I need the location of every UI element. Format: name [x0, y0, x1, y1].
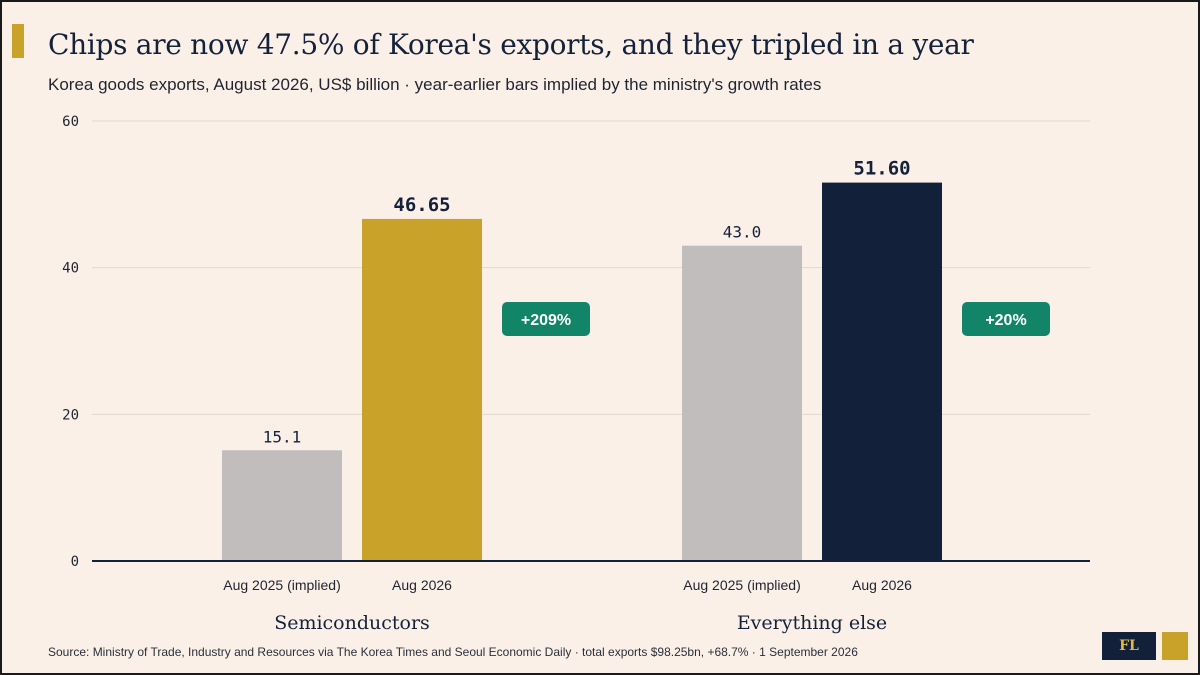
y-tick-label: 0 [71, 554, 79, 570]
source-note: Source: Ministry of Trade, Industry and … [48, 645, 858, 659]
logo-accent-square [1162, 632, 1188, 660]
chart-title: Chips are now 47.5% of Korea's exports, … [48, 28, 974, 61]
y-tick-label: 20 [62, 407, 79, 423]
chart-subtitle: Korea goods exports, August 2026, US$ bi… [48, 75, 822, 94]
growth-badge [502, 302, 590, 336]
y-tick-label: 40 [62, 261, 79, 277]
growth-badge-label: +209% [521, 312, 571, 329]
bar-chart: 0 20 40 60 15.1 Aug 2025 (implied) 46.65 Aug 20… [62, 114, 1090, 634]
bar [822, 182, 942, 561]
title-accent-bar [12, 24, 24, 58]
growth-badge [962, 302, 1050, 336]
bar-value-label: 43.0 [723, 223, 762, 242]
x-tick-label: Aug 2026 [392, 577, 452, 593]
growth-badge-label: +20% [985, 312, 1026, 329]
bar [682, 245, 802, 561]
x-tick-label: Aug 2025 (implied) [683, 577, 801, 593]
y-tick-label: 60 [62, 114, 79, 130]
category-label: Semiconductors [274, 612, 430, 634]
bar-value-label: 51.60 [853, 158, 910, 180]
bar-value-label: 46.65 [393, 194, 450, 216]
bar-value-label: 15.1 [263, 427, 302, 446]
bar [222, 450, 342, 561]
bar [362, 218, 482, 561]
x-tick-label: Aug 2025 (implied) [223, 577, 341, 593]
publisher-logo: FL [1102, 632, 1156, 660]
x-tick-label: Aug 2026 [852, 577, 912, 593]
category-label: Everything else [737, 612, 887, 634]
